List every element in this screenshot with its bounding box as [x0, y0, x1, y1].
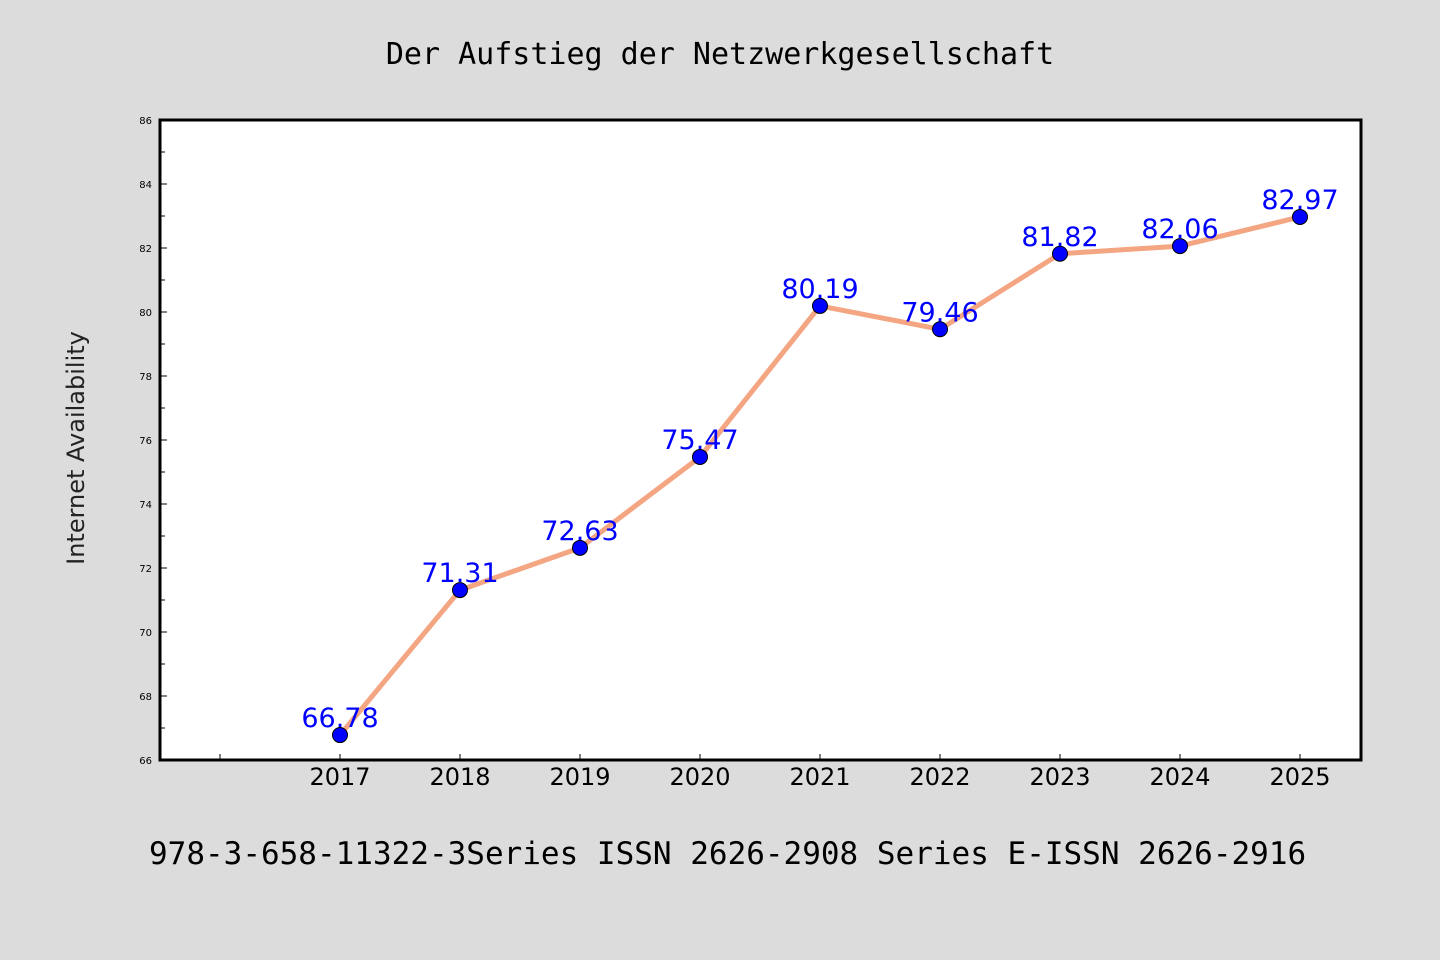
- x-tick-label: 2022: [909, 763, 970, 791]
- data-label: 66.78: [301, 703, 378, 734]
- x-tick-label: 2024: [1149, 763, 1210, 791]
- data-point: [1292, 208, 1308, 225]
- x-tick-label: 2025: [1269, 763, 1330, 791]
- x-tick-label: 2023: [1029, 763, 1090, 791]
- y-axis: 66 68 70 72 74 76 78 80 82 84 86: [139, 116, 167, 767]
- plot-area: [158, 118, 1363, 762]
- data-point: [1172, 238, 1188, 255]
- x-axis: 2017 2018 2019 2020 2021 2022 2023 2024 2025: [219, 754, 1331, 791]
- chart-title: Der Aufstieg der Netzwerkgesellschaft: [386, 37, 1054, 72]
- y-tick-label: 74: [139, 500, 152, 511]
- y-tick-label: 72: [139, 564, 152, 575]
- y-tick-label: 76: [139, 436, 152, 447]
- series-group: 66.78 71.31 72.63 75.47 80.19 79.46 81.82 82.06…: [301, 185, 1339, 744]
- x-tick-label: 2020: [669, 763, 730, 791]
- data-label: 72.63: [541, 516, 618, 547]
- data-label: 71.31: [421, 558, 498, 589]
- y-tick-label: 86: [139, 116, 152, 127]
- x-tick-label: 2017: [309, 763, 370, 791]
- data-label: 80.19: [781, 274, 858, 305]
- x-tick-label: 2019: [549, 763, 610, 791]
- y-axis-label: Internet Availability: [62, 331, 90, 565]
- data-label: 82.97: [1261, 185, 1338, 216]
- y-tick-label: 70: [139, 628, 152, 639]
- y-tick-label: 82: [139, 244, 152, 255]
- y-tick-label: 84: [139, 180, 152, 191]
- x-tick-label: 2021: [789, 763, 850, 791]
- footer-text: 978-3-658-11322-3Series ISSN 2626-2908 S…: [149, 836, 1306, 872]
- y-tick-label: 68: [139, 692, 152, 703]
- data-point: [332, 727, 348, 744]
- y-tick-label: 78: [139, 372, 152, 383]
- data-label: 81.82: [1021, 222, 1098, 253]
- data-point: [1052, 245, 1068, 262]
- data-point: [452, 582, 468, 599]
- data-label: 75.47: [661, 425, 738, 456]
- data-point: [932, 321, 948, 338]
- data-point: [692, 448, 708, 465]
- data-point: [812, 297, 828, 314]
- data-label: 79.46: [901, 297, 978, 328]
- x-tick-label: 2018: [429, 763, 490, 791]
- y-tick-label: 66: [139, 756, 152, 767]
- y-tick-label: 80: [139, 308, 152, 319]
- data-point: [572, 539, 588, 556]
- data-label: 82.06: [1141, 214, 1218, 245]
